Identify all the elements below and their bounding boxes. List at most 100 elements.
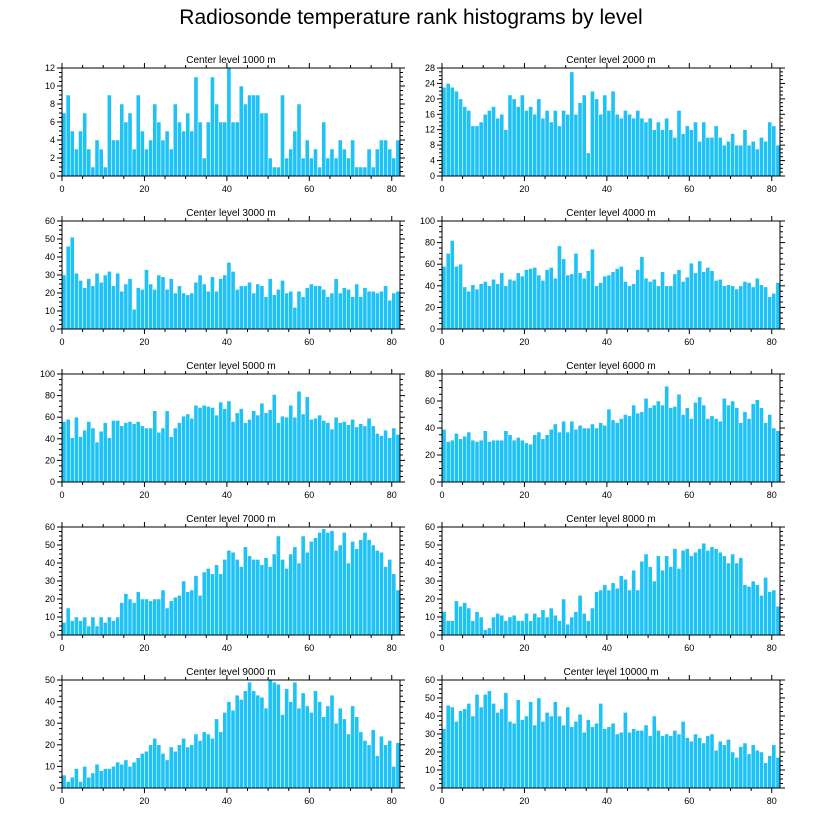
histogram-bar bbox=[300, 692, 306, 789]
histogram-bar bbox=[511, 722, 517, 789]
x-tick-label: 20 bbox=[139, 184, 149, 194]
histogram-bar bbox=[325, 157, 331, 177]
histogram-bar bbox=[177, 744, 182, 789]
histogram-bar bbox=[775, 144, 781, 177]
histogram-bar bbox=[255, 94, 261, 177]
histogram-bar bbox=[346, 289, 351, 330]
histogram-bar bbox=[759, 407, 764, 483]
histogram-bar bbox=[69, 437, 75, 483]
histogram-bar bbox=[470, 620, 476, 636]
histogram-bar bbox=[98, 770, 104, 789]
histogram-bar bbox=[540, 280, 546, 330]
histogram-bar bbox=[148, 139, 153, 177]
histogram-bar bbox=[123, 121, 129, 177]
histogram-bar bbox=[561, 258, 566, 330]
histogram-bar bbox=[251, 410, 256, 483]
histogram-bar bbox=[317, 166, 322, 177]
y-tick-label: 4 bbox=[430, 156, 435, 166]
histogram-bar bbox=[375, 755, 380, 789]
histogram-bar bbox=[366, 539, 372, 636]
histogram-bar bbox=[515, 437, 521, 483]
histogram-bar bbox=[462, 602, 467, 636]
histogram-bar bbox=[660, 735, 665, 789]
histogram-bar bbox=[639, 117, 645, 177]
histogram-bar bbox=[358, 539, 364, 636]
histogram-bar bbox=[651, 580, 657, 636]
histogram-bar bbox=[98, 281, 104, 330]
histogram-bar bbox=[370, 729, 376, 789]
x-tick-label: 60 bbox=[304, 643, 314, 653]
histogram-bar bbox=[454, 721, 459, 789]
histogram-bar bbox=[201, 405, 207, 483]
histogram-bar bbox=[346, 157, 351, 177]
histogram-bar bbox=[713, 125, 719, 177]
histogram-bar bbox=[557, 245, 562, 330]
histogram-bar bbox=[214, 103, 219, 177]
histogram-bar bbox=[573, 429, 579, 483]
histogram-bar bbox=[548, 267, 554, 330]
histogram-bar bbox=[491, 616, 496, 636]
histogram-bar bbox=[206, 290, 211, 330]
histogram-bar bbox=[590, 248, 595, 330]
histogram-bar bbox=[656, 121, 661, 177]
histogram-bar bbox=[370, 544, 376, 636]
histogram-bar bbox=[201, 571, 207, 636]
histogram-bar bbox=[148, 600, 153, 636]
histogram-bar bbox=[689, 740, 694, 789]
histogram-bar bbox=[561, 421, 566, 483]
histogram-bar bbox=[333, 550, 339, 636]
histogram-bar bbox=[730, 133, 735, 177]
histogram-bar bbox=[515, 272, 521, 330]
histogram-bar bbox=[614, 422, 620, 483]
histogram-bar bbox=[573, 611, 579, 636]
histogram-bar bbox=[321, 528, 327, 636]
histogram-bar bbox=[94, 139, 100, 177]
histogram-bar bbox=[379, 435, 384, 483]
histogram-bar bbox=[325, 422, 331, 483]
histogram-bar bbox=[635, 412, 641, 483]
histogram-bar bbox=[395, 139, 401, 177]
histogram-bar bbox=[548, 121, 554, 177]
histogram-bar bbox=[98, 616, 104, 636]
histogram-bar bbox=[375, 148, 380, 177]
histogram-bar bbox=[548, 607, 554, 636]
histogram-bar bbox=[557, 715, 562, 789]
x-tick-label: 0 bbox=[59, 490, 64, 500]
histogram-bar bbox=[507, 434, 513, 483]
histogram-bar bbox=[524, 613, 529, 636]
histogram-bar bbox=[164, 607, 170, 636]
histogram-bar bbox=[474, 694, 480, 789]
histogram-bar bbox=[366, 148, 372, 177]
histogram-bar bbox=[86, 421, 92, 483]
y-tick-label: 20 bbox=[45, 740, 55, 750]
histogram-bar bbox=[660, 569, 665, 636]
histogram-bar bbox=[656, 730, 661, 789]
histogram-bar bbox=[197, 274, 203, 330]
histogram-bar bbox=[660, 271, 665, 330]
histogram-bar bbox=[742, 742, 748, 789]
histogram-bar bbox=[528, 443, 533, 483]
histogram-bar bbox=[333, 416, 339, 483]
histogram-bar bbox=[656, 285, 661, 330]
histogram-bar bbox=[602, 584, 608, 636]
histogram-bar bbox=[391, 573, 397, 636]
histogram-bar bbox=[276, 535, 281, 636]
histogram-bar bbox=[507, 721, 513, 789]
histogram-bar bbox=[499, 708, 505, 789]
histogram-bar bbox=[362, 740, 368, 789]
histogram-bar bbox=[458, 98, 463, 177]
histogram-bar bbox=[462, 435, 467, 483]
panel-title: Center level 2000 m bbox=[566, 55, 656, 66]
histogram-bar bbox=[755, 277, 760, 330]
histogram-bar bbox=[296, 707, 302, 789]
histogram-bar bbox=[267, 566, 273, 636]
histogram-bar bbox=[317, 532, 322, 636]
histogram-bar bbox=[102, 166, 108, 177]
histogram-bar bbox=[358, 296, 364, 330]
histogram-bar bbox=[759, 284, 764, 330]
histogram-bar bbox=[693, 551, 698, 636]
y-tick-label: 20 bbox=[425, 594, 435, 604]
histogram-bar bbox=[276, 166, 281, 177]
x-tick-label: 60 bbox=[684, 490, 694, 500]
histogram-bar bbox=[144, 269, 149, 330]
